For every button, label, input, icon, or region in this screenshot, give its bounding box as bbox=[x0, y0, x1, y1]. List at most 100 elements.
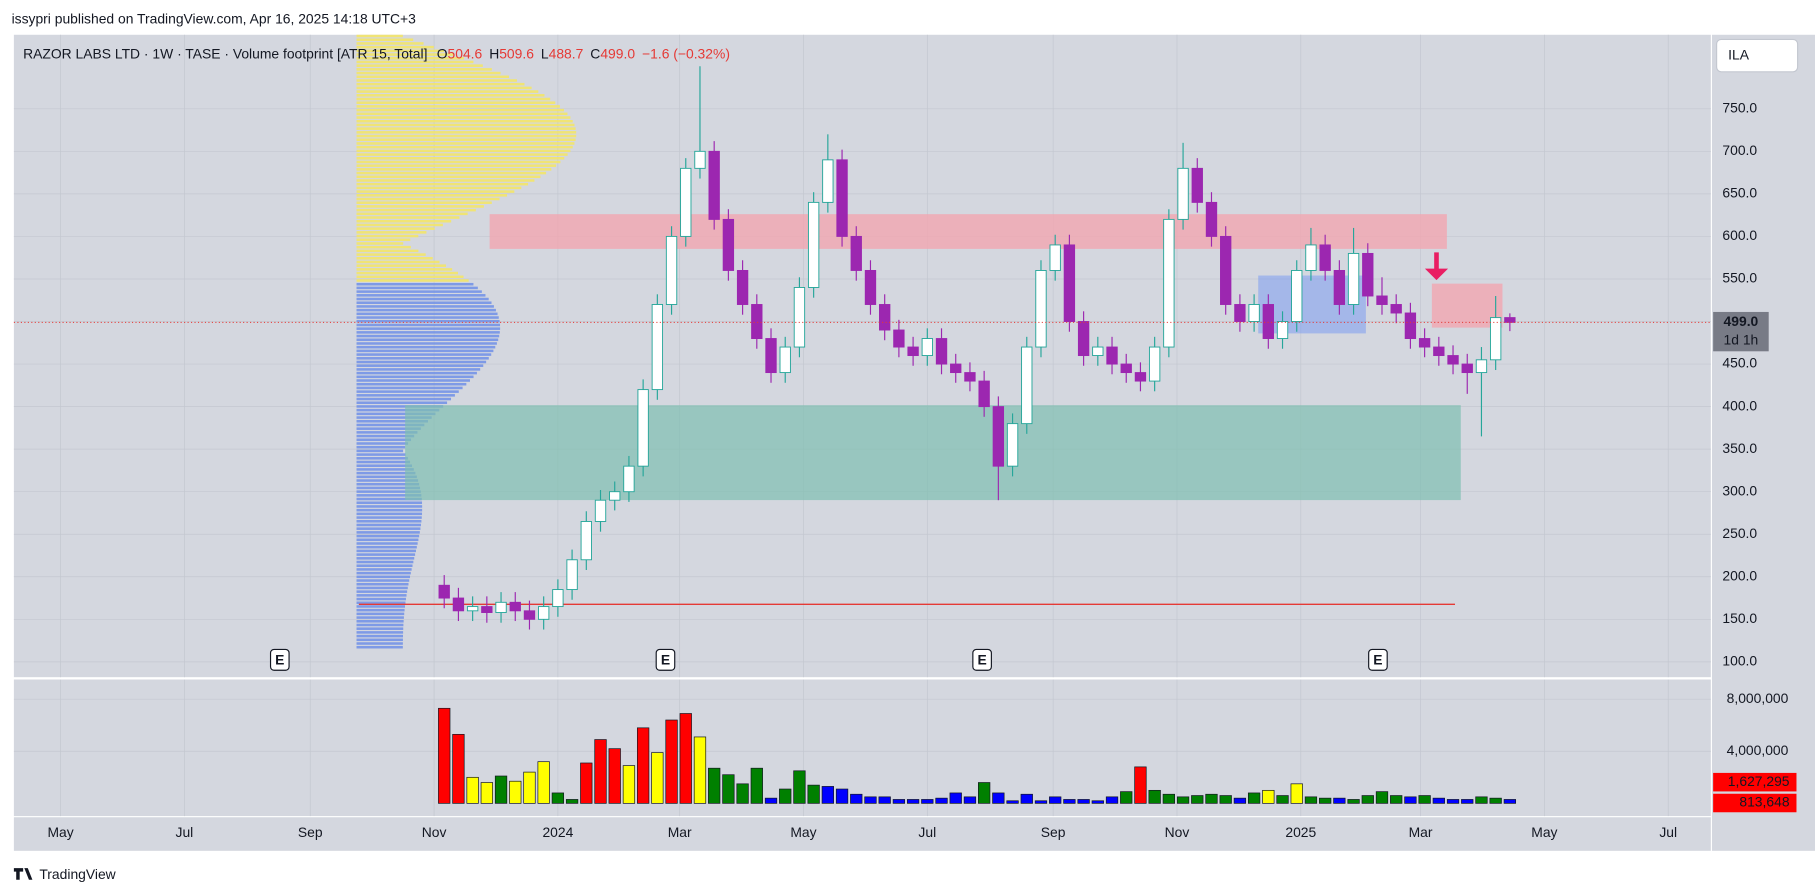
event-box bbox=[655, 648, 676, 671]
currency[interactable]: ILA bbox=[1728, 46, 1750, 62]
profile-bar bbox=[356, 227, 435, 230]
candle-body bbox=[907, 346, 919, 357]
candle-body bbox=[722, 218, 735, 271]
profile-bar bbox=[356, 242, 404, 245]
x-tick-label: May bbox=[1531, 824, 1557, 840]
volume-bar bbox=[637, 727, 650, 804]
profile-bar bbox=[356, 364, 484, 367]
profile-bar bbox=[356, 245, 411, 249]
volume-bar bbox=[1077, 799, 1090, 804]
profile-bar bbox=[356, 260, 440, 264]
profile-bar bbox=[356, 127, 576, 130]
profile-bar bbox=[356, 412, 436, 416]
candle-body bbox=[1006, 423, 1019, 467]
candle-body bbox=[1021, 346, 1033, 425]
volume-bar bbox=[978, 782, 991, 804]
x-tick-label: May bbox=[790, 824, 816, 840]
axes: May Jul Sep Nov 2024 Mar May Jul Sep Nov 2025 Mar Ma… bbox=[13, 99, 1797, 840]
profile-bar bbox=[356, 64, 483, 67]
volume-bar bbox=[935, 797, 948, 804]
profile-bar bbox=[356, 549, 416, 553]
volume-bar bbox=[949, 792, 962, 804]
ma-label: 1,627,295 bbox=[1728, 773, 1790, 789]
profile-bar bbox=[356, 427, 421, 430]
profile-bar bbox=[356, 275, 464, 279]
event-label: E bbox=[275, 652, 284, 668]
profile-bar bbox=[356, 79, 517, 82]
volume-pane bbox=[13, 679, 1711, 817]
profile-bar bbox=[356, 453, 406, 456]
profile-bar bbox=[356, 138, 576, 142]
profile-bar bbox=[356, 616, 404, 619]
candle-body bbox=[1191, 167, 1203, 203]
volume-bar bbox=[1432, 797, 1445, 804]
candle-body bbox=[1433, 346, 1445, 357]
y-tick-label: 750.0 bbox=[1722, 99, 1757, 115]
x-tick-label: Mar bbox=[1409, 824, 1433, 840]
candle-body bbox=[751, 304, 763, 339]
profile-bar bbox=[356, 416, 432, 419]
currency-box[interactable] bbox=[1716, 38, 1799, 73]
profile-bar bbox=[356, 108, 564, 112]
volume-bar bbox=[1375, 791, 1389, 804]
profile-bar bbox=[356, 401, 448, 405]
profile-bar bbox=[356, 308, 496, 312]
candle-body bbox=[637, 389, 649, 467]
profile-bar bbox=[356, 86, 532, 90]
profile-bar bbox=[356, 494, 422, 497]
profile-bar bbox=[356, 379, 470, 382]
x-tick-label: Nov bbox=[422, 824, 447, 840]
profile-bar bbox=[356, 368, 481, 371]
profile-bar bbox=[356, 523, 421, 527]
volume-bar bbox=[1191, 795, 1204, 804]
candle-body bbox=[1475, 359, 1488, 374]
profile-bar bbox=[356, 464, 413, 467]
volume-bar bbox=[722, 774, 735, 804]
profile-bar bbox=[356, 38, 414, 42]
candle-body bbox=[566, 559, 578, 591]
candle-body bbox=[1077, 321, 1090, 357]
profile-bar bbox=[356, 534, 420, 538]
price-tag: 499.0 bbox=[1724, 313, 1759, 329]
volume-bar bbox=[878, 796, 891, 804]
candle-body bbox=[495, 601, 507, 613]
profile-bar bbox=[356, 156, 565, 160]
volume-bar bbox=[679, 713, 692, 804]
open: 504.6 bbox=[448, 45, 483, 61]
profile-bar bbox=[356, 634, 403, 638]
volume-bar bbox=[452, 733, 465, 804]
candle-body bbox=[1148, 346, 1161, 382]
candle-body bbox=[481, 606, 493, 613]
profile-bar bbox=[356, 290, 482, 293]
profile-bar bbox=[356, 468, 414, 471]
profile-bar bbox=[356, 179, 535, 182]
candle-body bbox=[1120, 363, 1132, 374]
volume-bar bbox=[1418, 795, 1431, 804]
profile-bar bbox=[356, 131, 577, 134]
candle-body bbox=[807, 201, 820, 288]
candle-body bbox=[879, 304, 891, 331]
volume-bar bbox=[779, 788, 792, 804]
profile-bar bbox=[356, 482, 420, 486]
profile-bar bbox=[356, 168, 552, 171]
profile-bar bbox=[356, 253, 426, 256]
profile-bar bbox=[356, 238, 411, 242]
ma-label: 813,648 bbox=[1739, 794, 1789, 810]
event-box bbox=[1368, 648, 1388, 671]
profile-bar bbox=[356, 312, 498, 316]
y-tick-label: 650.0 bbox=[1722, 185, 1757, 201]
y-tick-label: 550.0 bbox=[1722, 270, 1757, 286]
candle-body bbox=[935, 338, 948, 365]
profile-bar bbox=[356, 508, 423, 512]
candle-body bbox=[1404, 312, 1417, 339]
profile-bar bbox=[356, 279, 469, 282]
event-box bbox=[269, 648, 290, 671]
profile-bar bbox=[356, 60, 474, 64]
profile-bar bbox=[356, 194, 508, 197]
volume-bar bbox=[537, 761, 550, 804]
x-tick-label: Sep bbox=[1041, 824, 1066, 840]
profile-bar bbox=[356, 490, 421, 493]
profile-bar bbox=[356, 590, 408, 593]
profile-bar bbox=[356, 153, 568, 156]
y-tick-label: 4,000,000 bbox=[1727, 742, 1789, 758]
